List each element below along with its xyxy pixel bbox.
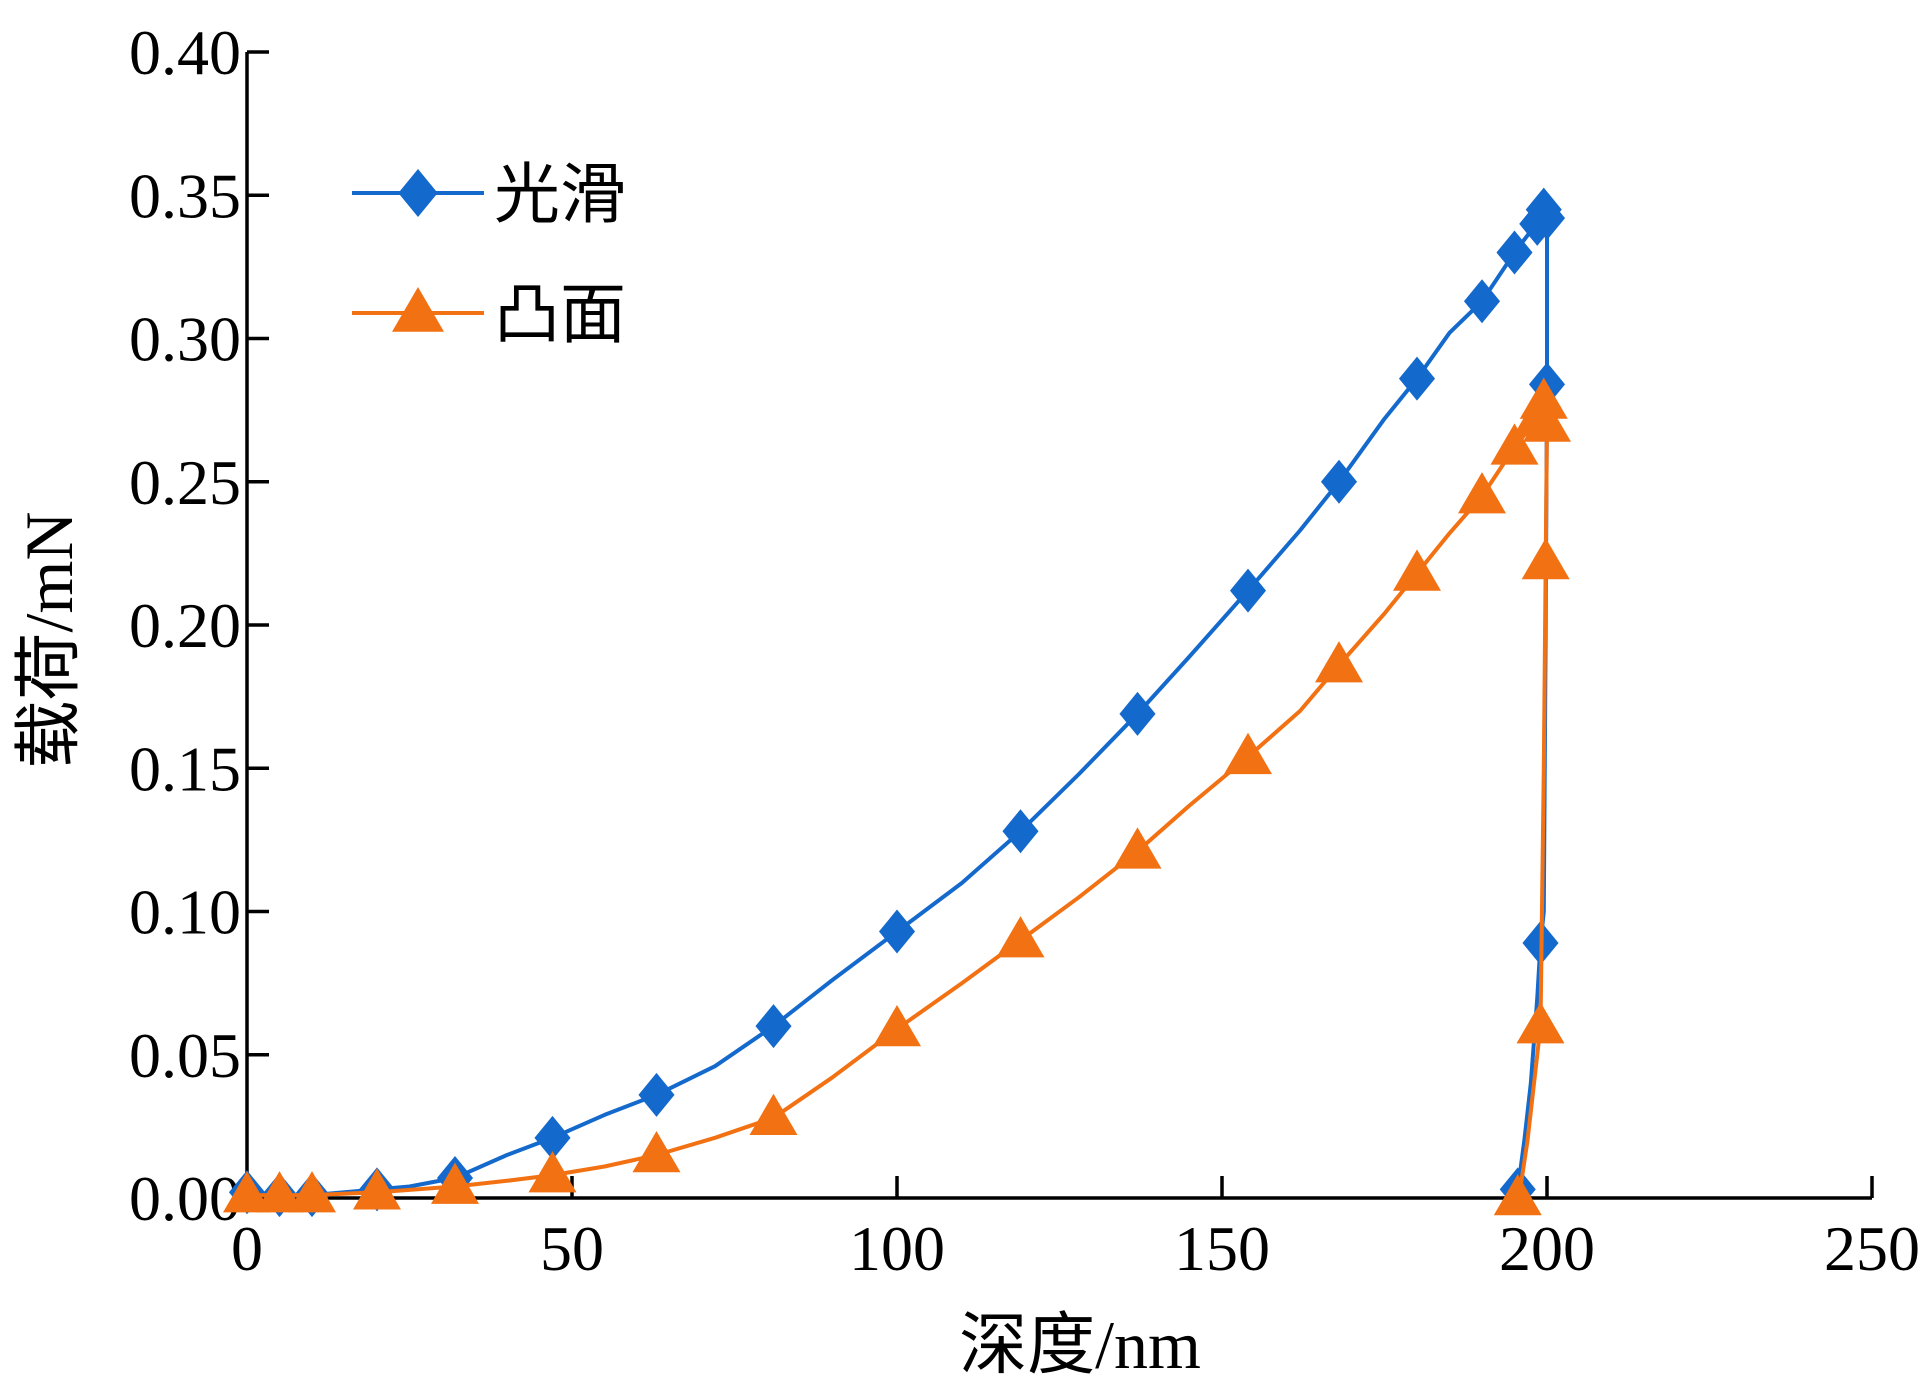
data-point-triangle bbox=[1523, 400, 1571, 442]
x-axis-ticks: 0 50 100 150 200 250 bbox=[231, 1176, 1920, 1284]
data-point-triangle bbox=[431, 1162, 479, 1204]
x-tick-label: 50 bbox=[540, 1213, 604, 1284]
data-point-diamond bbox=[1496, 230, 1533, 275]
legend-item: 光滑 bbox=[352, 159, 626, 232]
x-axis-title: 深度/nm bbox=[959, 1307, 1201, 1383]
data-point-triangle bbox=[1393, 549, 1441, 591]
data-point-diamond bbox=[1002, 809, 1039, 854]
data-point-diamond bbox=[755, 1004, 792, 1049]
data-point-diamond bbox=[1229, 568, 1267, 613]
y-tick-label: 0.05 bbox=[129, 1020, 241, 1091]
data-point-triangle bbox=[1519, 377, 1568, 419]
data-point-triangle bbox=[632, 1131, 681, 1173]
data-point-diamond bbox=[1119, 691, 1156, 736]
series-diamond bbox=[228, 187, 1566, 1218]
data-point-triangle bbox=[873, 1004, 921, 1047]
legend-label: 凸面 bbox=[494, 279, 626, 352]
plot-area: 0.00 0.05 0.10 0.15 0.20 0.25 0.30 0.35 0.40 0 50… bbox=[129, 17, 1920, 1284]
data-point-triangle bbox=[1521, 537, 1570, 580]
x-tick-label: 150 bbox=[1174, 1213, 1270, 1284]
y-tick-label: 0.20 bbox=[129, 590, 241, 661]
x-tick-label: 100 bbox=[849, 1213, 945, 1284]
data-point-diamond bbox=[1528, 196, 1566, 241]
y-axis-title: 载荷/mN bbox=[11, 512, 87, 769]
legend-label: 光滑 bbox=[494, 159, 626, 232]
x-tick-label: 0 bbox=[231, 1213, 263, 1284]
data-point-triangle bbox=[1516, 1002, 1565, 1044]
data-point-diamond bbox=[1320, 459, 1358, 504]
data-point-triangle bbox=[749, 1093, 798, 1136]
data-point-diamond bbox=[1463, 279, 1501, 324]
series-line bbox=[245, 399, 1549, 1200]
y-tick-label: 0.15 bbox=[129, 733, 241, 804]
data-point-triangle bbox=[1490, 423, 1539, 465]
y-tick-label: 0.25 bbox=[129, 447, 241, 518]
series-line bbox=[245, 207, 1549, 1198]
data-point-triangle bbox=[353, 1168, 401, 1210]
series-triangle bbox=[223, 377, 1571, 1216]
data-point-diamond bbox=[1398, 356, 1436, 401]
data-point-triangle bbox=[1113, 827, 1162, 869]
y-tick-label: 0.00 bbox=[129, 1163, 241, 1234]
data-point-triangle bbox=[288, 1171, 336, 1213]
data-point-triangle bbox=[1224, 732, 1272, 775]
y-tick-label: 0.40 bbox=[129, 17, 241, 88]
data-point-diamond bbox=[534, 1115, 571, 1160]
y-tick-label: 0.35 bbox=[129, 160, 241, 231]
data-point-triangle bbox=[1315, 641, 1363, 683]
legend-triangle-marker bbox=[392, 287, 444, 332]
data-point-triangle bbox=[255, 1171, 304, 1213]
legend-item: 凸面 bbox=[352, 279, 626, 352]
data-point-triangle bbox=[1458, 472, 1506, 514]
data-point-triangle bbox=[996, 916, 1045, 958]
legend-diamond-marker bbox=[398, 169, 438, 217]
y-tick-label: 0.30 bbox=[129, 304, 241, 375]
y-tick-label: 0.10 bbox=[129, 877, 241, 948]
series-layer bbox=[223, 187, 1571, 1218]
data-point-diamond bbox=[878, 909, 916, 954]
y-axis-ticks: 0.00 0.05 0.10 0.15 0.20 0.25 0.30 0.35 0.40 bbox=[129, 17, 269, 1234]
data-point-diamond bbox=[638, 1072, 675, 1117]
data-point-triangle bbox=[223, 1171, 271, 1213]
data-point-triangle bbox=[1493, 1174, 1542, 1216]
data-point-triangle bbox=[528, 1151, 577, 1193]
x-tick-label: 200 bbox=[1499, 1213, 1595, 1284]
x-tick-label: 250 bbox=[1824, 1213, 1920, 1284]
